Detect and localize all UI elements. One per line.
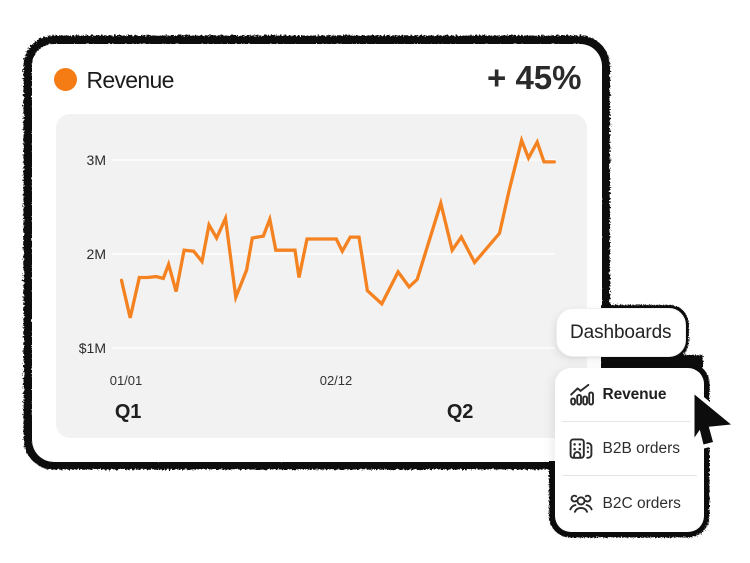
bar-chart-trend-icon (569, 384, 594, 406)
menu-item-revenue[interactable]: Revenue (555, 370, 705, 421)
revenue-card: Revenue + 45% 3M 2M $1M 01/01 02/12 Q1 Q… (31, 43, 602, 462)
dashboards-menu: Revenue B2B orders (554, 368, 705, 532)
menu-item-revenue-label: Revenue (602, 386, 667, 404)
revenue-bullet-dot (54, 67, 77, 91)
building-icon (569, 438, 592, 459)
menu-item-b2b-orders[interactable]: B2B orders (555, 422, 705, 476)
dashboards-label: Dashboards (570, 322, 672, 343)
delta-badge: + 45% (487, 58, 582, 96)
revenue-line-chart (119, 134, 556, 319)
menu-item-b2b-orders-label: B2B orders (602, 439, 681, 457)
menu-item-b2c-orders-label: B2C orders (602, 495, 681, 512)
card-title: Revenue (86, 66, 175, 93)
chart-panel: 3M 2M $1M 01/01 02/12 Q1 Q2 (55, 114, 587, 438)
menu-item-b2c-orders[interactable]: B2C orders (555, 476, 705, 532)
dashboards-dropdown-trigger[interactable]: Dashboards (556, 308, 686, 357)
people-group-icon (568, 494, 593, 513)
